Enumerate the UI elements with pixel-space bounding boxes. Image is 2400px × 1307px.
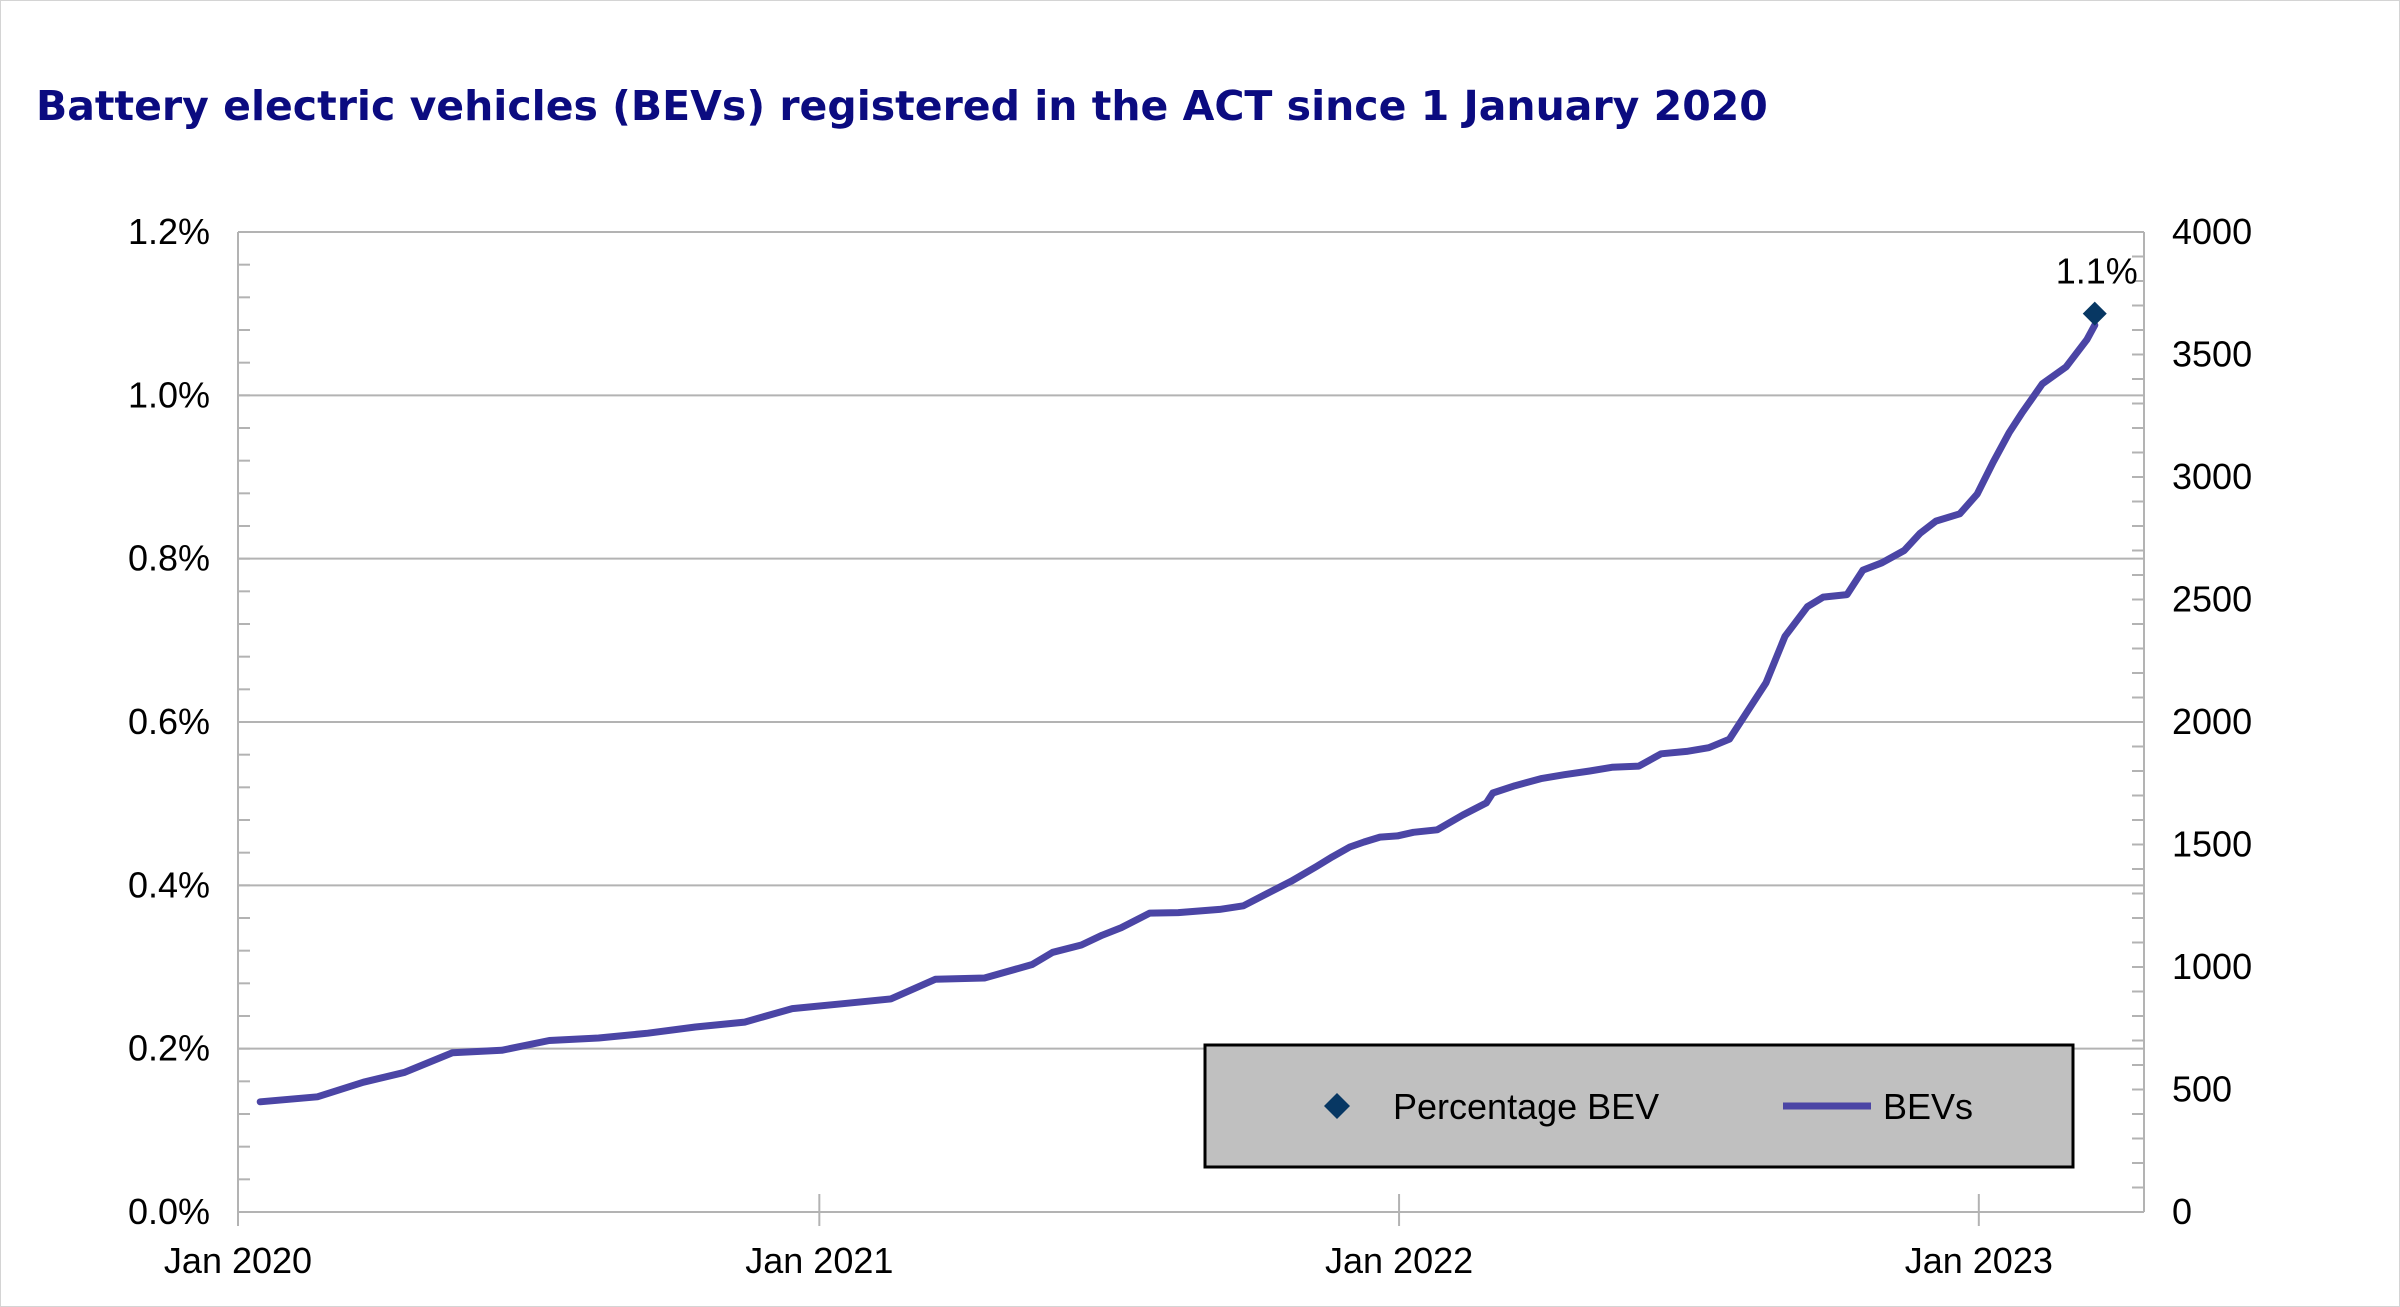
right-axis-ticks: 0 500 1000 1500 2000 2500 3000 3500 4000 — [2132, 211, 2252, 1232]
x-tick-label: Jan 2022 — [1325, 1240, 1473, 1281]
x-tick-label: Jan 2020 — [164, 1240, 312, 1281]
percentage-bev-point — [2082, 301, 2107, 326]
right-tick-label: 3000 — [2172, 456, 2252, 497]
series-layer: 1.1% — [256, 251, 2138, 1106]
x-tick-label: Jan 2023 — [1905, 1240, 2053, 1281]
legend-diamond-marker — [1324, 1093, 1350, 1119]
right-tick-label: 0 — [2172, 1191, 2192, 1232]
left-tick-label: 0.2% — [128, 1028, 210, 1069]
left-tick-label: 1.0% — [128, 374, 210, 415]
right-tick-label: 1000 — [2172, 946, 2252, 987]
x-tick-label: Jan 2021 — [745, 1240, 893, 1281]
x-axis-ticks: Jan 2020 Jan 2021 Jan 2022 Jan 2023 — [164, 1194, 2053, 1281]
percentage-bev-data-label: 1.1% — [2056, 251, 2138, 292]
left-tick-label: 0.6% — [128, 701, 210, 742]
bevs-line — [256, 321, 2099, 1106]
right-tick-label: 4000 — [2172, 211, 2252, 252]
left-tick-label: 0.8% — [128, 538, 210, 579]
right-tick-label: 1500 — [2172, 824, 2252, 865]
left-tick-label: 1.2% — [128, 211, 210, 252]
grid-lines — [238, 231, 2144, 1050]
legend: Percentage BEV BEVs — [1203, 1043, 2075, 1169]
right-tick-label: 2000 — [2172, 701, 2252, 742]
right-tick-label: 500 — [2172, 1069, 2232, 1110]
right-tick-label: 2500 — [2172, 579, 2252, 620]
chart-title: Battery electric vehicles (BEVs) registe… — [36, 82, 1768, 130]
left-axis-ticks: 0.0% 0.2% 0.4% 0.6% 0.8% 1.0% 1.2% — [128, 211, 250, 1232]
left-tick-label: 0.0% — [128, 1191, 210, 1232]
left-tick-label: 0.4% — [128, 864, 210, 905]
right-tick-label: 3500 — [2172, 334, 2252, 375]
legend-label-bevs: BEVs — [1883, 1086, 1973, 1127]
legend-label-percentage-bev: Percentage BEV — [1393, 1086, 1659, 1127]
